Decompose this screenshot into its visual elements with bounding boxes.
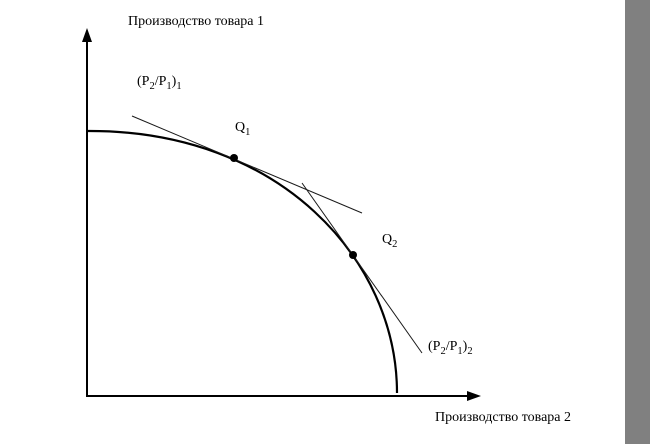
p2-s3: 2 [467, 345, 473, 357]
point-q2-label: Q2 [382, 232, 398, 250]
p1-t1: (P [137, 74, 150, 89]
point-q1-label: Q1 [235, 120, 251, 138]
right-arrowhead-icon [467, 391, 481, 401]
price-line-1 [131, 115, 363, 214]
p1-t3: ) [171, 74, 177, 89]
p2-t1: (P [428, 339, 441, 354]
p1-s3: 1 [176, 80, 182, 92]
p2-t3: ) [462, 339, 468, 354]
q2-main: Q [382, 232, 393, 247]
p1-s2: 1 [166, 80, 172, 92]
y-axis-title: Производство товара 1 [128, 14, 265, 29]
point-q2-dot [349, 251, 357, 259]
up-arrowhead-icon [82, 28, 92, 42]
price-ratio-1-label: (P2/P1)1 [137, 74, 182, 92]
price-ratio-2-label: (P2/P1)2 [428, 339, 473, 357]
ppf-curve [87, 129, 399, 394]
p2-t2: /P [445, 339, 458, 354]
p1-s1: 2 [149, 80, 155, 92]
q1-sub: 1 [245, 126, 251, 138]
p2-s1: 2 [440, 345, 446, 357]
x-axis-title: Производство товара 2 [435, 410, 572, 425]
price-line-2 [301, 182, 423, 354]
right-gray-band [625, 0, 650, 444]
q2-sub: 2 [392, 238, 398, 250]
p1-t2: /P [154, 74, 167, 89]
q1-main: Q [235, 120, 246, 135]
point-q1-dot [230, 154, 238, 162]
p2-s2: 1 [457, 345, 463, 357]
